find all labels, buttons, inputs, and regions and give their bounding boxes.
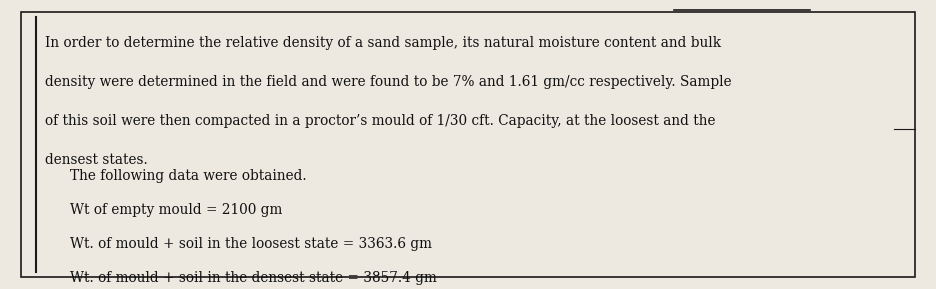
FancyBboxPatch shape bbox=[21, 12, 915, 277]
Text: density were determined in the field and were found to be 7% and 1.61 gm/cc resp: density were determined in the field and… bbox=[45, 75, 732, 89]
Text: of this soil were then compacted in a proctor’s mould of 1/30 cft. Capacity, at : of this soil were then compacted in a pr… bbox=[45, 114, 715, 128]
Text: The following data were obtained.: The following data were obtained. bbox=[70, 169, 307, 183]
Text: Wt of empty mould = 2100 gm: Wt of empty mould = 2100 gm bbox=[70, 203, 283, 217]
Text: densest states.: densest states. bbox=[45, 153, 148, 167]
Text: Wt. of mould + soil in the loosest state = 3363.6 gm: Wt. of mould + soil in the loosest state… bbox=[70, 237, 432, 251]
Text: In order to determine the relative density of a sand sample, its natural moistur: In order to determine the relative densi… bbox=[45, 36, 721, 50]
Text: Wt. of mould + soil in the densest state = 3857.4 gm: Wt. of mould + soil in the densest state… bbox=[70, 271, 437, 285]
